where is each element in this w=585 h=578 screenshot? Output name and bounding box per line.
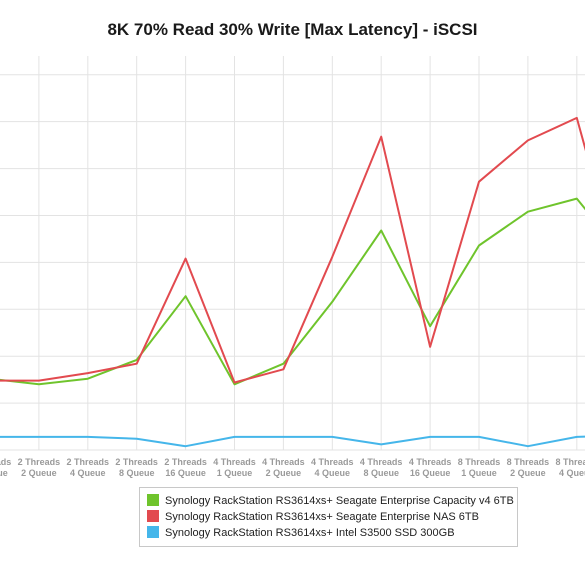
- x-tick-label: 8 Threads: [556, 457, 585, 467]
- x-tick-label: 4 Queue: [315, 468, 351, 478]
- legend-swatch: [147, 526, 159, 538]
- legend: Synology RackStation RS3614xs+ Seagate E…: [139, 487, 518, 547]
- x-tick-label: 8 Queue: [119, 468, 155, 478]
- x-tick-label: 4 Threads: [213, 457, 256, 467]
- x-tick-label: 2 Threads: [67, 457, 110, 467]
- x-tick-label: 2 Threads: [115, 457, 158, 467]
- legend-item-nas: Synology RackStation RS3614xs+ Seagate E…: [147, 510, 479, 524]
- x-tick-label: 2 Threads: [164, 457, 207, 467]
- x-tick-label: 1 Queue: [217, 468, 253, 478]
- legend-label: Synology RackStation RS3614xs+ Seagate E…: [165, 511, 479, 523]
- x-tick-label: 16 Queue: [410, 468, 451, 478]
- x-tick-label: 4 Threads: [360, 457, 403, 467]
- x-tick-label: 4 Queue: [70, 468, 106, 478]
- x-tick-label: 16 Queue: [165, 468, 206, 478]
- legend-swatch: [147, 494, 159, 506]
- series-line-2: [0, 435, 585, 448]
- x-tick-label: 4 Threads: [262, 457, 305, 467]
- chart-title: 8K 70% Read 30% Write [Max Latency] - iS…: [107, 20, 478, 39]
- series-line-0: [0, 197, 585, 386]
- x-tick-label: 8 Queue: [363, 468, 399, 478]
- x-tick-label: 1 Queue: [0, 468, 8, 478]
- x-tick-label: 4 Threads: [311, 457, 354, 467]
- grid: [0, 56, 585, 451]
- x-tick-label: 1 Queue: [461, 468, 497, 478]
- x-tick-label: 4 Queue: [559, 468, 585, 478]
- x-tick-label: 2 Threads: [0, 457, 11, 467]
- x-tick-label: 2 Queue: [21, 468, 57, 478]
- legend-label: Synology RackStation RS3614xs+ Seagate E…: [165, 495, 514, 507]
- x-tick-label: 2 Threads: [18, 457, 61, 467]
- series-group: [0, 116, 585, 448]
- x-tick-label: 2 Queue: [266, 468, 302, 478]
- legend-swatch: [147, 510, 159, 522]
- legend-item-capacity: Synology RackStation RS3614xs+ Seagate E…: [147, 494, 514, 508]
- legend-item-ssd: Synology RackStation RS3614xs+ Intel S35…: [147, 526, 455, 540]
- x-tick-label: 2 Queue: [510, 468, 546, 478]
- series-line-1: [0, 116, 585, 384]
- x-tick-label: 8 Threads: [458, 457, 501, 467]
- legend-label: Synology RackStation RS3614xs+ Intel S35…: [165, 527, 455, 539]
- x-tick-label: 8 Threads: [507, 457, 550, 467]
- x-tick-label: 4 Threads: [409, 457, 452, 467]
